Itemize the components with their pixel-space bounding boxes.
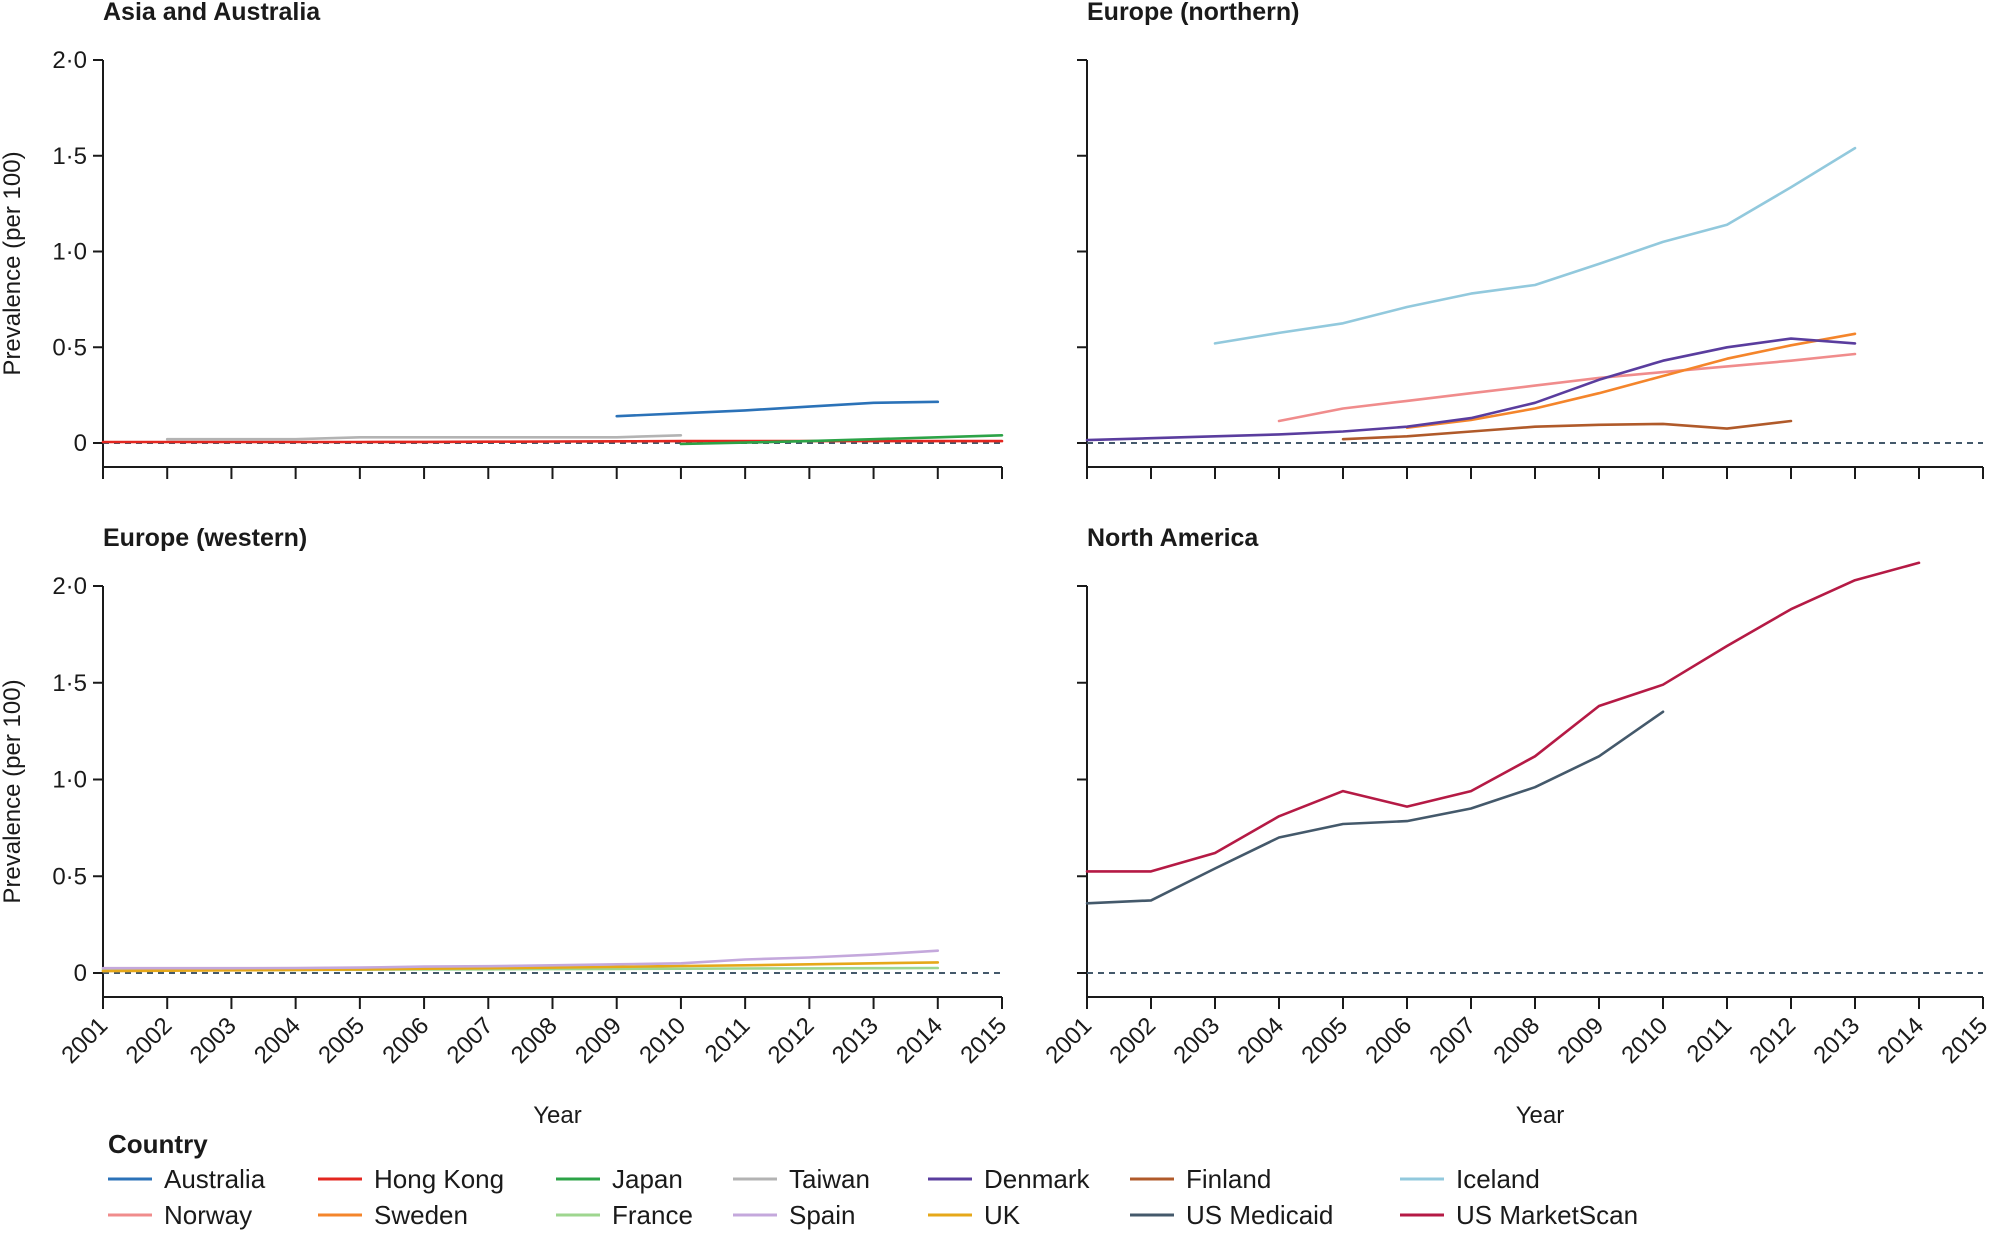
x-tick-label: 2001 xyxy=(1040,1012,1097,1069)
x-axis-title: Year xyxy=(533,1102,582,1129)
panel-title: North America xyxy=(1087,524,1259,552)
x-tick-label: 2014 xyxy=(1872,1012,1929,1069)
panel-europe-northern: Europe (northern) xyxy=(1077,0,1984,479)
y-axis-title: Prevalence (per 100) xyxy=(0,151,26,375)
x-tick-label: 2005 xyxy=(1296,1012,1353,1069)
x-tick-label: 2012 xyxy=(1744,1012,1801,1069)
y-tick-label: 1·5 xyxy=(52,670,87,697)
x-tick-label: 2008 xyxy=(1488,1012,1545,1069)
legend-label: Sweden xyxy=(374,1200,468,1230)
legend-label: Japan xyxy=(612,1164,683,1194)
x-tick-label: 2004 xyxy=(249,1012,306,1069)
series-line-uk xyxy=(101,961,940,973)
legend-item-japan: Japan xyxy=(556,1164,683,1194)
series-line-australia xyxy=(615,400,940,418)
country-legend: Country Australia Hong Kong Japan Taiwan Den… xyxy=(108,1129,1638,1230)
chart-panels: Asia and Australia 0 0·5 1·0 1·5 2·0 Prevalenc… xyxy=(0,0,1993,1129)
x-tick-label: 2003 xyxy=(1168,1012,1225,1069)
panel-title: Europe (northern) xyxy=(1087,0,1300,26)
y-tick-label: 0 xyxy=(74,430,87,457)
x-tick-label: 2004 xyxy=(1232,1012,1289,1069)
x-tick-label: 2007 xyxy=(442,1012,499,1069)
series-line-sweden xyxy=(1405,332,1857,430)
x-tick-label: 2007 xyxy=(1424,1012,1481,1069)
x-tick-label: 2002 xyxy=(1104,1012,1161,1069)
series-line-taiwan xyxy=(165,433,683,441)
legend-item-sweden: Sweden xyxy=(318,1200,468,1230)
x-tick-label: 2011 xyxy=(1682,1012,1738,1068)
series-line-iceland xyxy=(1213,146,1857,345)
legend-item-denmark: Denmark xyxy=(928,1164,1090,1194)
legend-label: Hong Kong xyxy=(374,1164,504,1194)
y-tick-label: 2·0 xyxy=(52,47,87,74)
legend-item-uk: UK xyxy=(928,1200,1021,1230)
legend-label: Finland xyxy=(1186,1164,1271,1194)
x-tick-label: 2010 xyxy=(634,1012,691,1069)
x-tick-label: 2009 xyxy=(1552,1012,1609,1069)
legend-title: Country xyxy=(108,1129,208,1159)
legend-item-australia: Australia xyxy=(108,1164,266,1194)
x-tick-label: 2011 xyxy=(700,1012,756,1068)
x-tick-label: 2006 xyxy=(1360,1012,1417,1069)
legend-item-us-medicaid: US Medicaid xyxy=(1130,1200,1333,1230)
x-tick-label: 2001 xyxy=(56,1012,113,1069)
x-tick-label: 2003 xyxy=(185,1012,242,1069)
legend-item-iceland: Iceland xyxy=(1400,1164,1540,1194)
y-tick-label: 0 xyxy=(74,960,87,987)
legend-item-norway: Norway xyxy=(108,1200,252,1230)
panel-title: Europe (western) xyxy=(103,524,307,552)
legend-label: US MarketScan xyxy=(1456,1200,1638,1230)
legend-label: Taiwan xyxy=(789,1164,870,1194)
legend-item-us-marketscan: US MarketScan xyxy=(1400,1200,1638,1230)
y-tick-label: 2·0 xyxy=(52,573,87,600)
panel-title: Asia and Australia xyxy=(103,0,321,26)
y-tick-label: 0·5 xyxy=(52,863,87,890)
y-tick-label: 1·0 xyxy=(52,767,87,794)
legend-label: US Medicaid xyxy=(1186,1200,1333,1230)
legend-item-spain: Spain xyxy=(733,1200,856,1230)
series-line-hong-kong xyxy=(101,439,1004,444)
legend-label: Australia xyxy=(164,1164,266,1194)
x-tick-label: 2002 xyxy=(121,1012,178,1069)
y-tick-label: 1·5 xyxy=(52,143,87,170)
legend-label: Iceland xyxy=(1456,1164,1540,1194)
x-tick-label: 2008 xyxy=(506,1012,563,1069)
legend-label: Denmark xyxy=(984,1164,1090,1194)
legend-label: France xyxy=(612,1200,693,1230)
legend-label: Spain xyxy=(789,1200,856,1230)
series-line-denmark xyxy=(1085,337,1857,442)
series-line-us-medicaid xyxy=(1085,710,1665,905)
x-tick-label: 2006 xyxy=(377,1012,434,1069)
x-tick-label: 2013 xyxy=(827,1012,884,1069)
x-tick-label: 2009 xyxy=(570,1012,627,1069)
x-tick-label: 2015 xyxy=(1936,1012,1993,1069)
legend-item-taiwan: Taiwan xyxy=(733,1164,870,1194)
series-line-spain xyxy=(101,949,940,970)
legend-item-hong-kong: Hong Kong xyxy=(318,1164,504,1194)
x-axis-title: Year xyxy=(1516,1102,1565,1129)
series-line-finland xyxy=(1341,419,1793,441)
y-tick-label: 1·0 xyxy=(52,239,87,266)
x-tick-label: 2015 xyxy=(955,1012,1012,1069)
legend-label: UK xyxy=(984,1200,1021,1230)
x-tick-label: 2005 xyxy=(313,1012,370,1069)
y-tick-label: 0·5 xyxy=(52,334,87,361)
legend-item-finland: Finland xyxy=(1130,1164,1271,1194)
series-line-norway xyxy=(1277,352,1857,423)
panel-asia-and-australia: Asia and Australia 0 0·5 1·0 1·5 2·0 Prevalenc… xyxy=(0,0,1004,479)
legend-label: Norway xyxy=(164,1200,252,1230)
x-tick-label: 2014 xyxy=(891,1012,948,1069)
series-line-japan xyxy=(679,433,1004,446)
x-tick-label: 2013 xyxy=(1808,1012,1865,1069)
series-line-us-marketscan xyxy=(1085,561,1921,873)
legend-item-france: France xyxy=(556,1200,693,1230)
x-tick-label: 2012 xyxy=(763,1012,820,1069)
x-tick-label: 2010 xyxy=(1616,1012,1673,1069)
y-axis-title: Prevalence (per 100) xyxy=(0,679,26,903)
